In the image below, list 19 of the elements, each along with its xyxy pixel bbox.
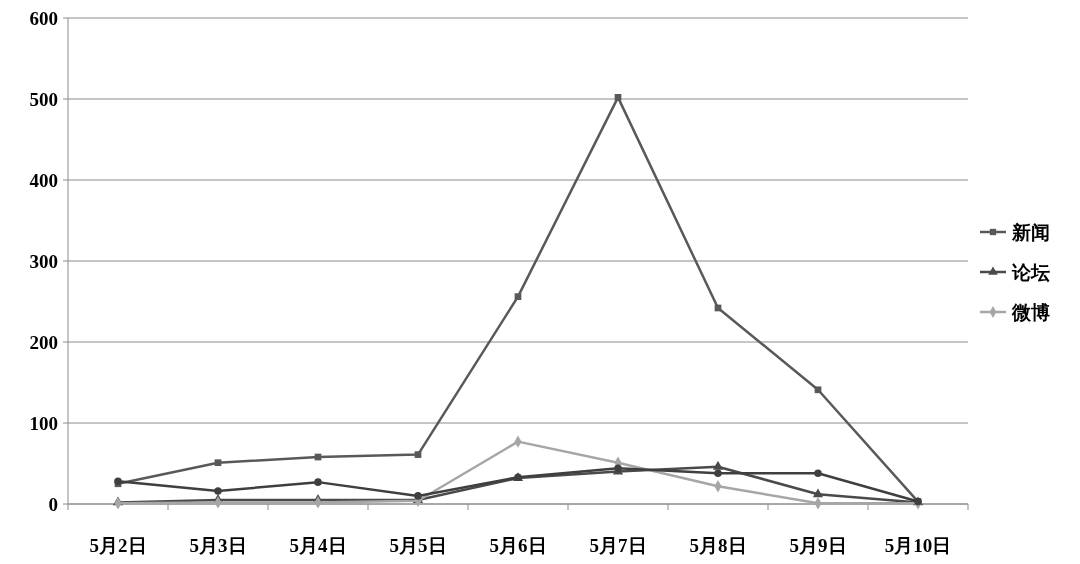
legend-label: 论坛: [1011, 261, 1050, 283]
x-tick-label: 5月5日: [389, 535, 447, 556]
x-tick-label: 5月10日: [884, 535, 952, 556]
y-tick-label: 500: [29, 88, 58, 110]
x-tick-label: 5月9日: [789, 535, 847, 556]
y-tick-label: 0: [48, 493, 58, 515]
legend-label: 微博: [1011, 301, 1050, 323]
y-tick-label: 300: [29, 250, 58, 272]
x-tick-label: 5月2日: [89, 535, 147, 556]
x-tick-label: 5月3日: [189, 535, 247, 556]
y-tick-label: 600: [29, 7, 58, 29]
legend-label: 新闻: [1011, 221, 1050, 243]
x-tick-label: 5月4日: [289, 535, 347, 556]
x-tick-label: 5月6日: [489, 535, 547, 556]
y-tick-label: 100: [29, 412, 58, 434]
y-tick-label: 400: [29, 169, 58, 191]
x-tick-label: 5月8日: [689, 535, 747, 556]
y-tick-label: 200: [29, 331, 58, 353]
x-tick-label: 5月7日: [589, 535, 647, 556]
